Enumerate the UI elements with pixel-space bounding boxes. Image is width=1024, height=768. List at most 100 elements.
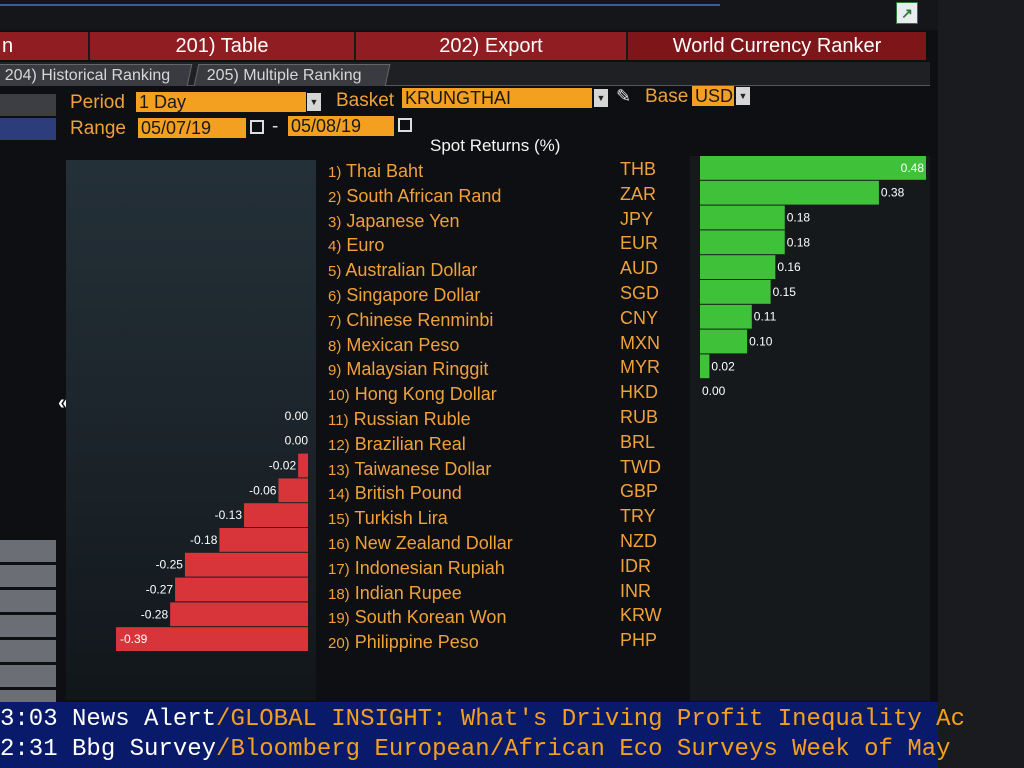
currency-code: BRL	[620, 431, 656, 452]
currency-row-name[interactable]: 16) New Zealand Dollar	[328, 533, 513, 554]
left-panel-selected-row[interactable]	[0, 118, 56, 140]
range-label: Range	[70, 118, 126, 139]
currency-name: Taiwanese Dollar	[349, 458, 492, 479]
rank-number: 14)	[328, 486, 350, 504]
left-panel-row[interactable]	[0, 665, 56, 687]
ticker-separator: /	[216, 706, 231, 733]
currency-row-name[interactable]: 3) Japanese Yen	[328, 211, 459, 232]
currency-row-name[interactable]: 5) Australian Dollar	[328, 260, 477, 281]
currency-code: ZAR	[620, 183, 656, 204]
currency-row-name[interactable]: 17) Indonesian Rupiah	[328, 558, 505, 579]
bar-value-label: -0.02	[269, 459, 297, 473]
basket-label: Basket	[336, 90, 395, 111]
menu-item-truncated[interactable]: n	[0, 32, 90, 60]
currency-row-name[interactable]: 7) Chinese Renminbi	[328, 310, 493, 331]
currency-row-name[interactable]: 6) Singapore Dollar	[328, 285, 480, 306]
currency-name: Philippine Peso	[349, 632, 479, 653]
positive-bar	[700, 230, 785, 255]
bar-value-label: 0.00	[285, 409, 309, 423]
currency-code: TRY	[620, 506, 656, 527]
currency-name: Euro	[341, 235, 385, 256]
currency-row-name[interactable]: 10) Hong Kong Dollar	[328, 384, 497, 405]
currency-row-name[interactable]: 19) South Korean Won	[328, 607, 506, 628]
currency-row-name[interactable]: 14) British Pound	[328, 483, 462, 504]
table-button[interactable]: 201) Table	[90, 32, 356, 60]
calendar-icon[interactable]	[398, 118, 412, 132]
currency-code: AUD	[620, 258, 659, 279]
dropdown-arrow-icon[interactable]: ▼	[736, 87, 750, 105]
period-label: Period	[70, 92, 125, 113]
left-panel-row[interactable]	[0, 590, 56, 612]
base-currency-select[interactable]: USD	[692, 86, 734, 106]
negative-bar	[244, 503, 308, 527]
dropdown-arrow-icon[interactable]: ▼	[307, 93, 321, 111]
ticker-item[interactable]: 2:31 Bbg Survey/Bloomberg European/Afric…	[0, 736, 951, 763]
rank-number: 4)	[328, 238, 342, 256]
rank-number: 6)	[328, 288, 342, 305]
collapse-left-icon[interactable]: «	[58, 392, 70, 414]
range-end-input[interactable]: 05/08/19	[288, 116, 394, 136]
left-panel-row[interactable]	[0, 565, 56, 587]
left-panel-row[interactable]	[0, 615, 56, 637]
bar-value-label: 0.16	[777, 260, 801, 274]
currency-name: Thai Baht	[341, 161, 424, 181]
left-panel-row[interactable]	[0, 640, 56, 662]
rank-number: 3)	[328, 213, 342, 231]
currency-row-name[interactable]: 9) Malaysian Ringgit	[328, 359, 488, 380]
bar-value-label: 0.00	[285, 434, 309, 448]
app-title: World Currency Ranker	[628, 32, 926, 60]
currency-row-name[interactable]: 12) Brazilian Real	[328, 434, 466, 455]
positive-bar	[700, 304, 752, 329]
currency-code: JPY	[620, 208, 654, 229]
sub-tab-bar: 204) Historical Ranking 205) Multiple Ra…	[0, 62, 930, 86]
positive-bar	[700, 255, 776, 279]
left-panel-row[interactable]	[0, 540, 56, 562]
basket-select[interactable]: KRUNGTHAI	[402, 88, 592, 108]
currency-name: Russian Ruble	[348, 409, 471, 429]
currency-row-name[interactable]: 4) Euro	[328, 235, 384, 256]
period-select[interactable]: 1 Day	[136, 92, 306, 112]
bar-value-label: 0.18	[787, 235, 811, 249]
corner-export-icon[interactable]: ↗	[896, 2, 918, 24]
negative-bar	[219, 528, 308, 552]
currency-name: New Zealand Dollar	[349, 533, 513, 553]
positive-bar	[700, 180, 879, 205]
ticker-headline: GLOBAL INSIGHT: What's Driving Profit In…	[230, 706, 965, 733]
rank-number: 5)	[328, 263, 342, 281]
currency-code: MXN	[620, 332, 660, 353]
currency-row-name[interactable]: 2) South African Rand	[328, 186, 501, 207]
rank-number: 2)	[328, 188, 342, 206]
bar-value-label: -0.13	[215, 508, 243, 522]
rank-number: 10)	[328, 387, 350, 405]
currency-row-name[interactable]: 8) Mexican Peso	[328, 335, 459, 356]
ticker-item[interactable]: 3:03 News Alert/GLOBAL INSIGHT: What's D…	[0, 706, 965, 733]
export-button[interactable]: 202) Export	[356, 32, 628, 60]
currency-row-name[interactable]: 13) Taiwanese Dollar	[328, 459, 491, 480]
pencil-icon[interactable]: ✎	[616, 86, 632, 106]
currency-code: SGD	[620, 283, 660, 303]
currency-code: INR	[620, 580, 651, 601]
currency-row-name[interactable]: 15) Turkish Lira	[328, 508, 448, 529]
top-divider	[0, 4, 720, 6]
bar-value-label: 0.02	[711, 359, 735, 373]
range-start-input[interactable]: 05/07/19	[138, 118, 246, 138]
positive-bar	[700, 354, 710, 379]
currency-name: Malaysian Ringgit	[341, 359, 489, 380]
positive-bar	[700, 329, 748, 354]
currency-name: Indonesian Rupiah	[349, 557, 505, 578]
dropdown-arrow-icon[interactable]: ▼	[594, 89, 608, 107]
rank-number: 7)	[328, 312, 342, 330]
currency-row-name[interactable]: 20) Philippine Peso	[328, 632, 479, 653]
rank-number: 11)	[328, 412, 349, 429]
currency-code: CNY	[620, 307, 659, 328]
currency-row-name[interactable]: 18) Indian Rupee	[328, 583, 462, 604]
currency-row-name[interactable]: 11) Russian Ruble	[328, 409, 471, 430]
currency-code: MYR	[620, 357, 660, 378]
currency-row-name[interactable]: 1) Thai Baht	[328, 161, 423, 182]
ticker-time: 3:03	[0, 706, 58, 733]
currency-code: RUB	[620, 407, 659, 427]
currency-name: Mexican Peso	[341, 334, 460, 355]
calendar-icon[interactable]	[250, 120, 264, 134]
currency-name: South African Rand	[341, 185, 502, 206]
